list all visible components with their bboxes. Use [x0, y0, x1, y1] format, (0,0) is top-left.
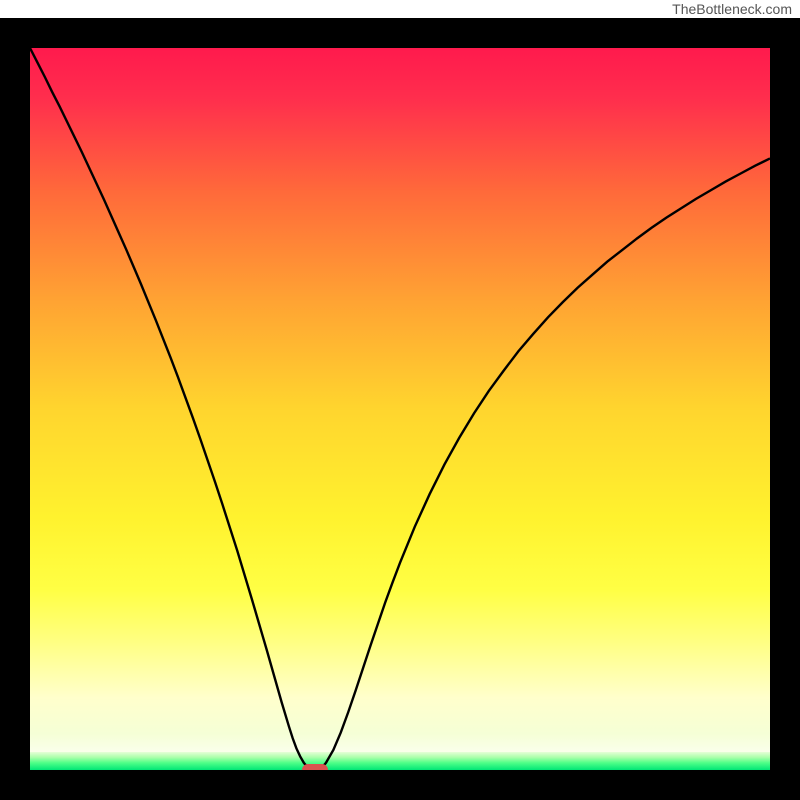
frame-border-left	[0, 18, 30, 800]
curve-path	[30, 48, 770, 770]
optimal-marker	[302, 764, 328, 770]
frame-border-top	[0, 18, 800, 48]
frame-border-bottom	[0, 770, 800, 800]
chart-frame	[0, 18, 800, 800]
plot-area	[30, 48, 770, 770]
bottleneck-curve	[30, 48, 770, 770]
attribution-text: TheBottleneck.com	[0, 0, 800, 18]
frame-border-right	[770, 18, 800, 800]
